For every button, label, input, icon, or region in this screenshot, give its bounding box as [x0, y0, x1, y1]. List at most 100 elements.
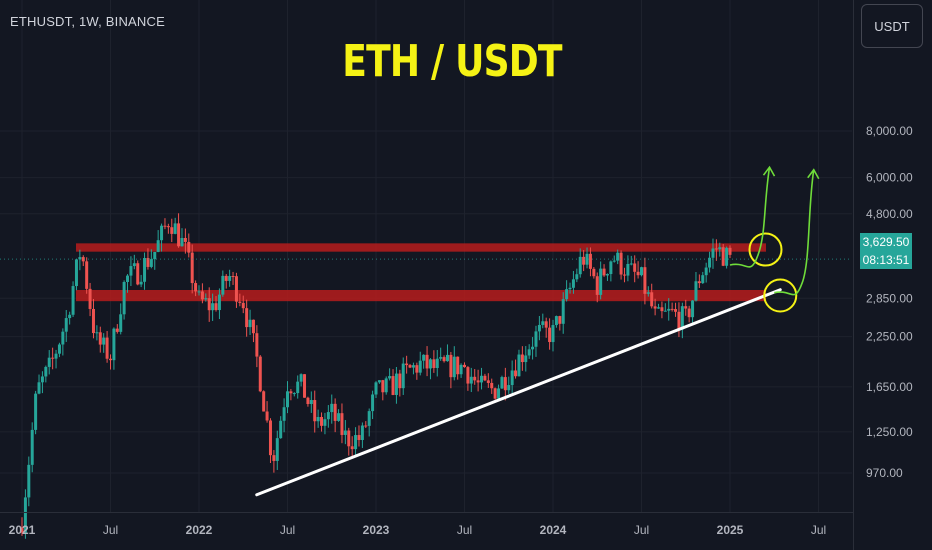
candle-body [592, 268, 596, 277]
candle-body [200, 291, 204, 300]
candle-body [609, 261, 613, 275]
candle-body [231, 276, 235, 278]
candle-body [180, 238, 184, 247]
candle-body [490, 382, 494, 389]
candle-body [350, 446, 354, 450]
candle-body [34, 393, 38, 430]
candle-body [74, 259, 78, 287]
candle-body [292, 393, 296, 395]
candle-body [160, 225, 164, 241]
candle-body [143, 258, 147, 282]
price-tick-label: 1,650.00 [866, 380, 913, 394]
candle-body [149, 259, 153, 267]
time-tick-label: Jul [811, 523, 826, 537]
candle-body [497, 388, 501, 399]
candle-body [40, 376, 44, 383]
candle-body [282, 407, 286, 421]
candle-body [674, 309, 678, 312]
candle-body [343, 430, 347, 435]
candle-body [565, 289, 569, 300]
candle-body [88, 288, 92, 309]
candle-body [653, 306, 657, 309]
candle-body [286, 391, 289, 408]
candle-body [493, 388, 497, 399]
candle-body [411, 365, 415, 368]
candle-body [262, 391, 266, 412]
candle-body [119, 314, 123, 332]
candle-body [81, 257, 85, 262]
time-tick-label: 2024 [540, 523, 567, 537]
candle-body [37, 382, 41, 394]
candle-body [30, 429, 34, 465]
candle-body [629, 263, 633, 265]
candle-body [326, 412, 330, 420]
candle-body [95, 332, 99, 334]
candle-body [422, 354, 426, 361]
candle-body [554, 316, 558, 326]
candle-body [204, 298, 208, 300]
candle-body [330, 403, 334, 413]
candle-body [163, 225, 167, 227]
candle-body [445, 354, 449, 362]
candle-body [425, 354, 429, 369]
candle-body [394, 373, 398, 395]
candle-body [221, 275, 225, 295]
currency-button[interactable]: USDT [861, 4, 923, 48]
candle-body [265, 411, 269, 421]
candle-body [432, 359, 436, 368]
candle-body [575, 274, 579, 280]
arrow-head [762, 165, 776, 177]
candle-body [289, 391, 293, 394]
last-price-tag: 3,629.50 [860, 233, 912, 251]
candle-body [347, 430, 351, 447]
candle-body [64, 318, 68, 332]
candle-body [238, 301, 242, 303]
candle-body [684, 306, 688, 309]
candle-body [303, 374, 307, 398]
candle-body [456, 356, 460, 375]
candle-body [258, 356, 262, 392]
candle-body [207, 298, 211, 311]
candle-body [384, 378, 388, 393]
candle-body [194, 283, 198, 292]
time-tick-label: 2023 [363, 523, 390, 537]
candle-body [537, 324, 541, 332]
candle-body [78, 257, 82, 260]
candle-body [640, 267, 643, 276]
candle-body [371, 394, 375, 412]
price-tick-label: 2,250.00 [866, 330, 913, 344]
candle-body [483, 375, 487, 381]
candle-body [126, 275, 130, 282]
candle-body [442, 357, 446, 362]
candle-body [582, 256, 586, 265]
candle-body [374, 382, 378, 395]
candle-body [680, 306, 684, 330]
candle-body [486, 380, 490, 383]
candle-body [663, 310, 667, 312]
candle-body [452, 356, 456, 378]
candle-body [677, 311, 681, 330]
candle-body [585, 253, 589, 265]
candle-body [687, 308, 691, 318]
candle-body [245, 308, 249, 328]
candle-body [275, 438, 279, 461]
candle-body [313, 400, 317, 422]
candle-body [435, 358, 439, 368]
candle-body [105, 337, 109, 359]
candle-body [306, 397, 310, 405]
time-tick-label: 2025 [717, 523, 744, 537]
candle-body [360, 425, 364, 440]
price-tick-label: 4,800.00 [866, 207, 913, 221]
symbol-info: ETHUSDT, 1W, BINANCE [10, 14, 165, 29]
candle-body [408, 365, 412, 368]
candle-body [112, 328, 116, 361]
candle-body [534, 331, 538, 347]
candle-body [667, 308, 671, 311]
candle-body [109, 358, 112, 361]
candle-body [279, 420, 283, 439]
candle-body [398, 373, 402, 389]
candle-body [20, 527, 24, 533]
candle-body [476, 380, 480, 383]
candle-body [646, 292, 650, 294]
